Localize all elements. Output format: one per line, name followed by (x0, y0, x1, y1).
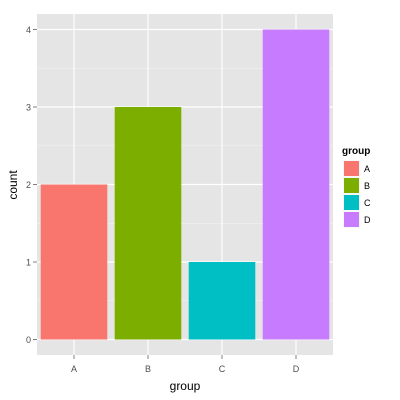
legend-swatch-D (344, 212, 359, 227)
bar-B (114, 107, 182, 340)
y-tick-label: 4 (26, 25, 31, 35)
x-axis: A B C D (71, 355, 300, 374)
legend-label-B: B (364, 181, 370, 191)
x-tick-label: A (71, 364, 77, 374)
legend-swatch-C (344, 195, 359, 210)
y-tick-label: 3 (26, 103, 31, 113)
y-tick-label: 2 (26, 180, 31, 190)
legend-label-C: C (364, 198, 371, 208)
legend-label-D: D (364, 215, 371, 225)
legend-swatch-A (344, 161, 359, 176)
legend-title: group (342, 146, 370, 157)
legend-swatch-B (344, 178, 359, 193)
x-axis-title: group (170, 379, 201, 393)
bar-D (262, 29, 330, 340)
x-tick-label: D (293, 364, 300, 374)
y-tick-label: 0 (26, 335, 31, 345)
x-tick-label: B (145, 364, 151, 374)
bar-A (40, 184, 108, 340)
bars-layer (40, 29, 330, 340)
x-tick-label: C (219, 364, 226, 374)
legend-label-A: A (364, 164, 370, 174)
y-axis-title: count (6, 170, 20, 200)
bar-C (188, 262, 256, 340)
y-axis: 0 1 2 3 4 (26, 25, 37, 345)
y-tick-label: 1 (26, 258, 31, 268)
